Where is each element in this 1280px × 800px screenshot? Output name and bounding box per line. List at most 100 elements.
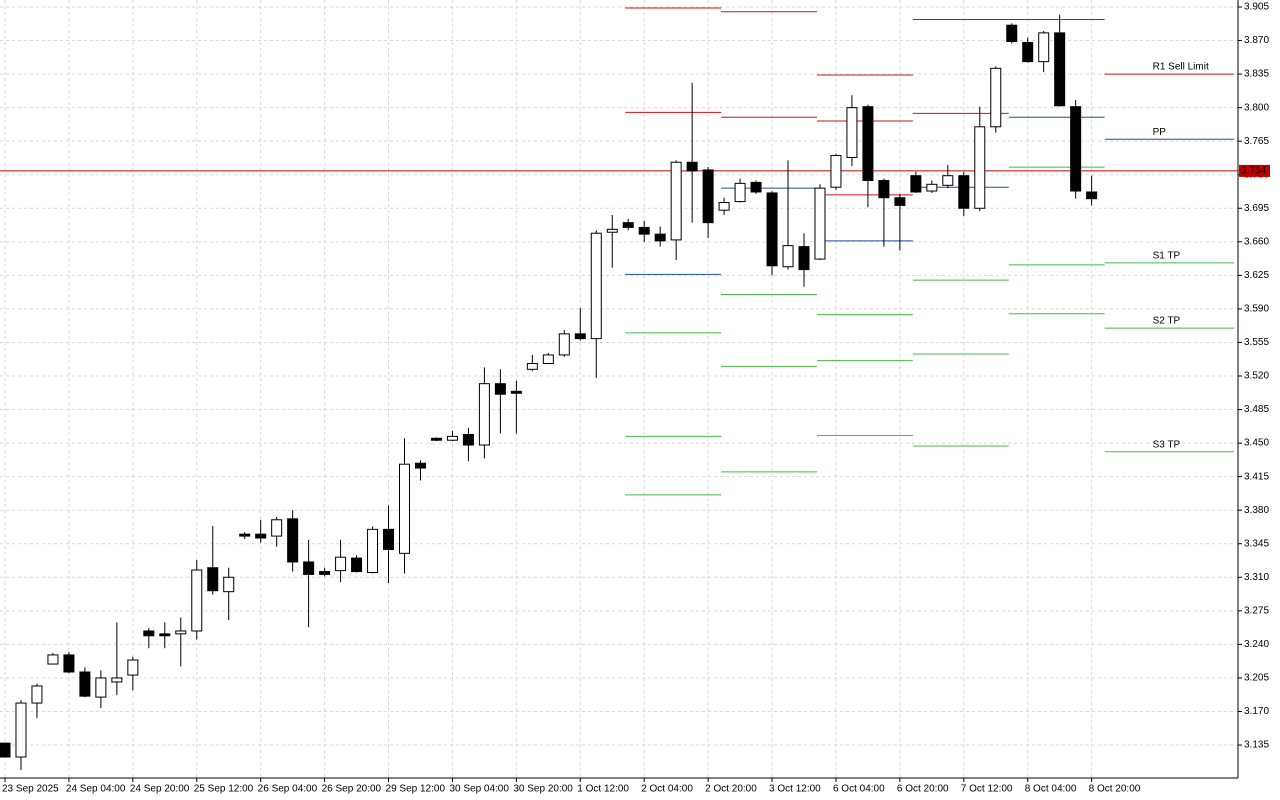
current-price-label: 3.734 (1241, 166, 1266, 177)
candle-body (15, 702, 27, 758)
y-tick-label: 3.870 (1244, 35, 1269, 46)
candle-body (399, 463, 410, 554)
candle-body (766, 192, 778, 267)
candle-body (430, 437, 442, 441)
candle-body (558, 333, 570, 356)
candle-body (862, 106, 874, 181)
y-tick-label: 3.485 (1244, 404, 1269, 415)
candle-body (47, 654, 59, 665)
x-tick-label: 1 Oct 12:00 (577, 784, 629, 795)
candle-body (383, 528, 395, 550)
candle-body (175, 630, 187, 635)
y-tick-label: 3.555 (1244, 337, 1269, 348)
candle-body (846, 107, 858, 158)
x-tick-label: 8 Oct 20:00 (1089, 784, 1141, 795)
candle-body (223, 576, 235, 593)
x-tick-label: 6 Oct 04:00 (833, 784, 885, 795)
candle-body (590, 232, 602, 340)
x-tick-label: 24 Sep 04:00 (66, 784, 126, 795)
y-tick-label: 3.835 (1244, 69, 1269, 80)
candle-body (111, 677, 123, 683)
y-tick-label: 3.800 (1244, 102, 1269, 113)
candle-body (878, 179, 890, 199)
candle-body (1054, 32, 1066, 107)
candle-body (239, 533, 251, 537)
candle-body (79, 671, 91, 697)
candle-body (830, 155, 842, 188)
pivot-label: S1 TP (1153, 251, 1181, 262)
x-tick-label: 23 Sep 2025 (2, 784, 59, 795)
y-tick-label: 3.170 (1244, 706, 1269, 717)
candle-body (782, 245, 794, 268)
candle-body (622, 222, 634, 228)
candle-body (574, 333, 586, 340)
candle-body (750, 181, 762, 193)
x-tick-label: 30 Sep 04:00 (449, 784, 509, 795)
candle-body (271, 519, 283, 537)
x-tick-label: 8 Oct 04:00 (1025, 784, 1077, 795)
y-tick-label: 3.415 (1244, 471, 1269, 482)
candle-body (319, 571, 331, 575)
candle-body (351, 557, 363, 573)
candle-body (143, 630, 155, 637)
candle-body (990, 67, 1002, 128)
candle-body (734, 182, 746, 203)
candle-body (63, 654, 75, 673)
y-tick-label: 3.205 (1244, 673, 1269, 684)
y-tick-label: 3.240 (1244, 639, 1269, 650)
pivot-label: R1 Sell Limit (1153, 62, 1209, 73)
candle-body (670, 161, 682, 241)
x-tick-label: 26 Sep 04:00 (258, 784, 318, 795)
candle-body (367, 528, 379, 574)
candle-body (478, 383, 490, 446)
pivot-label: S3 TP (1153, 439, 1181, 450)
y-tick-label: 3.345 (1244, 538, 1269, 549)
candles (0, 14, 1098, 770)
y-tick-label: 3.660 (1244, 236, 1269, 247)
candle-body (894, 197, 906, 206)
x-tick-label: 2 Oct 20:00 (705, 784, 757, 795)
candle-body (910, 175, 922, 193)
candle-body (414, 462, 426, 469)
y-tick-label: 3.380 (1244, 505, 1269, 516)
x-tick-label: 3 Oct 12:00 (769, 784, 821, 795)
candle-body (287, 518, 299, 563)
y-tick-label: 3.905 (1244, 2, 1269, 13)
y-tick-label: 3.275 (1244, 605, 1269, 616)
candle-body (686, 161, 698, 172)
y-tick-label: 3.310 (1244, 572, 1269, 583)
y-tick-label: 3.765 (1244, 136, 1269, 147)
candle-body (1006, 24, 1018, 43)
candle-body (31, 685, 43, 704)
candle-body (303, 561, 315, 575)
candle-body (1086, 191, 1098, 200)
candle-body (798, 246, 810, 271)
y-tick-label: 3.520 (1244, 371, 1269, 382)
candle-body (1038, 32, 1050, 63)
candle-body (446, 435, 458, 441)
candle-body (462, 433, 474, 446)
candle-body (510, 390, 522, 394)
candle-body (127, 659, 139, 676)
candle-body (335, 556, 347, 572)
y-tick-label: 3.590 (1244, 304, 1269, 315)
candle-body (207, 567, 219, 592)
candle-body (958, 175, 970, 209)
candle-body (159, 633, 171, 637)
candle-body (654, 233, 666, 242)
candle-body (814, 187, 826, 260)
current-price-box (1239, 164, 1270, 177)
candle-body (926, 183, 938, 192)
x-tick-label: 6 Oct 20:00 (897, 784, 949, 795)
y-tick-label: 3.135 (1244, 740, 1269, 751)
y-tick-label: 3.695 (1244, 203, 1269, 214)
candle-body (255, 533, 267, 539)
candle-body (942, 175, 954, 186)
y-tick-label: 3.450 (1244, 438, 1269, 449)
grid (0, 0, 1238, 778)
candle-body (702, 169, 714, 224)
x-tick-label: 26 Sep 20:00 (322, 784, 382, 795)
